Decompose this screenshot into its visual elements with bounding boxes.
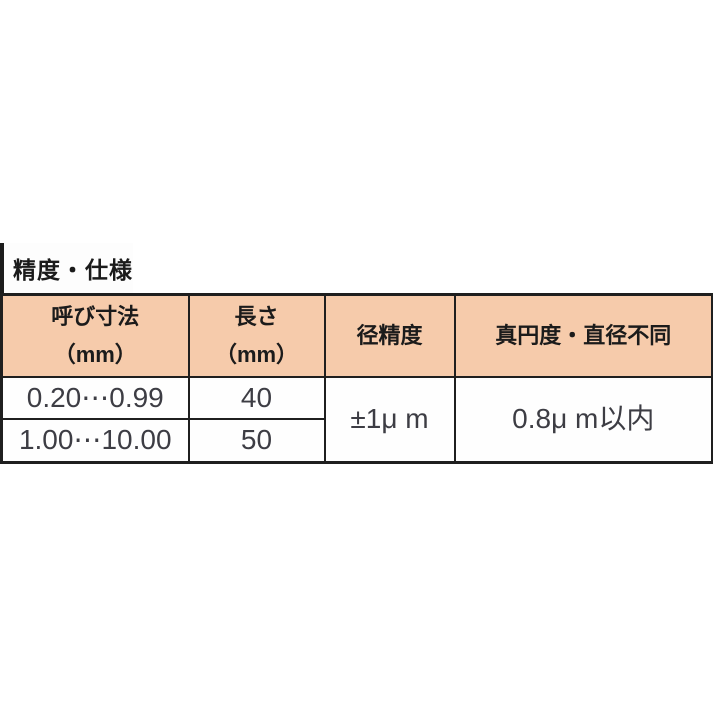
col-header-length-unit: （mm） [214,341,299,367]
col-header-diameter-accuracy: 径精度 [323,293,456,378]
spec-table: 呼び寸法 （mm） 長さ （mm） 径精度 真円度・直径不同 0.20⋯0.99… [0,293,713,464]
cell-length-2: 50 [187,417,326,464]
col-header-roundness-label: 真円度・直径不同 [495,322,672,348]
header-row: 呼び寸法 （mm） 長さ （mm） 径精度 真円度・直径不同 [0,293,713,378]
cell-length-1: 40 [187,375,326,420]
col-header-length: 長さ （mm） [187,293,326,378]
col-header-nominal-size: 呼び寸法 （mm） [0,293,190,378]
cell-roundness: 0.8μ m以内 [453,375,713,464]
table-row: 1.00⋯10.00 50 [0,417,713,464]
col-header-roundness: 真円度・直径不同 [453,293,713,378]
section-title: 精度・仕様 [13,257,133,283]
section-title-block: 精度・仕様 [0,243,133,293]
col-header-length-label: 長さ [234,303,279,329]
table-row: 0.20⋯0.99 40 ±1μ m 0.8μ m以内 [0,375,713,464]
col-header-diameter-accuracy-label: 径精度 [356,322,423,348]
col-header-nominal-size-label: 呼び寸法 [51,303,140,329]
cell-diameter-accuracy: ±1μ m [323,375,456,464]
spec-table-body: 0.20⋯0.99 40 ±1μ m 0.8μ m以内 1.00⋯10.00 5… [0,375,713,464]
col-header-nominal-size-unit: （mm） [53,341,137,367]
spec-table-header: 呼び寸法 （mm） 長さ （mm） 径精度 真円度・直径不同 [0,293,713,378]
cell-size-range-1: 0.20⋯0.99 [0,375,190,420]
cell-size-range-2: 1.00⋯10.00 [0,417,190,464]
